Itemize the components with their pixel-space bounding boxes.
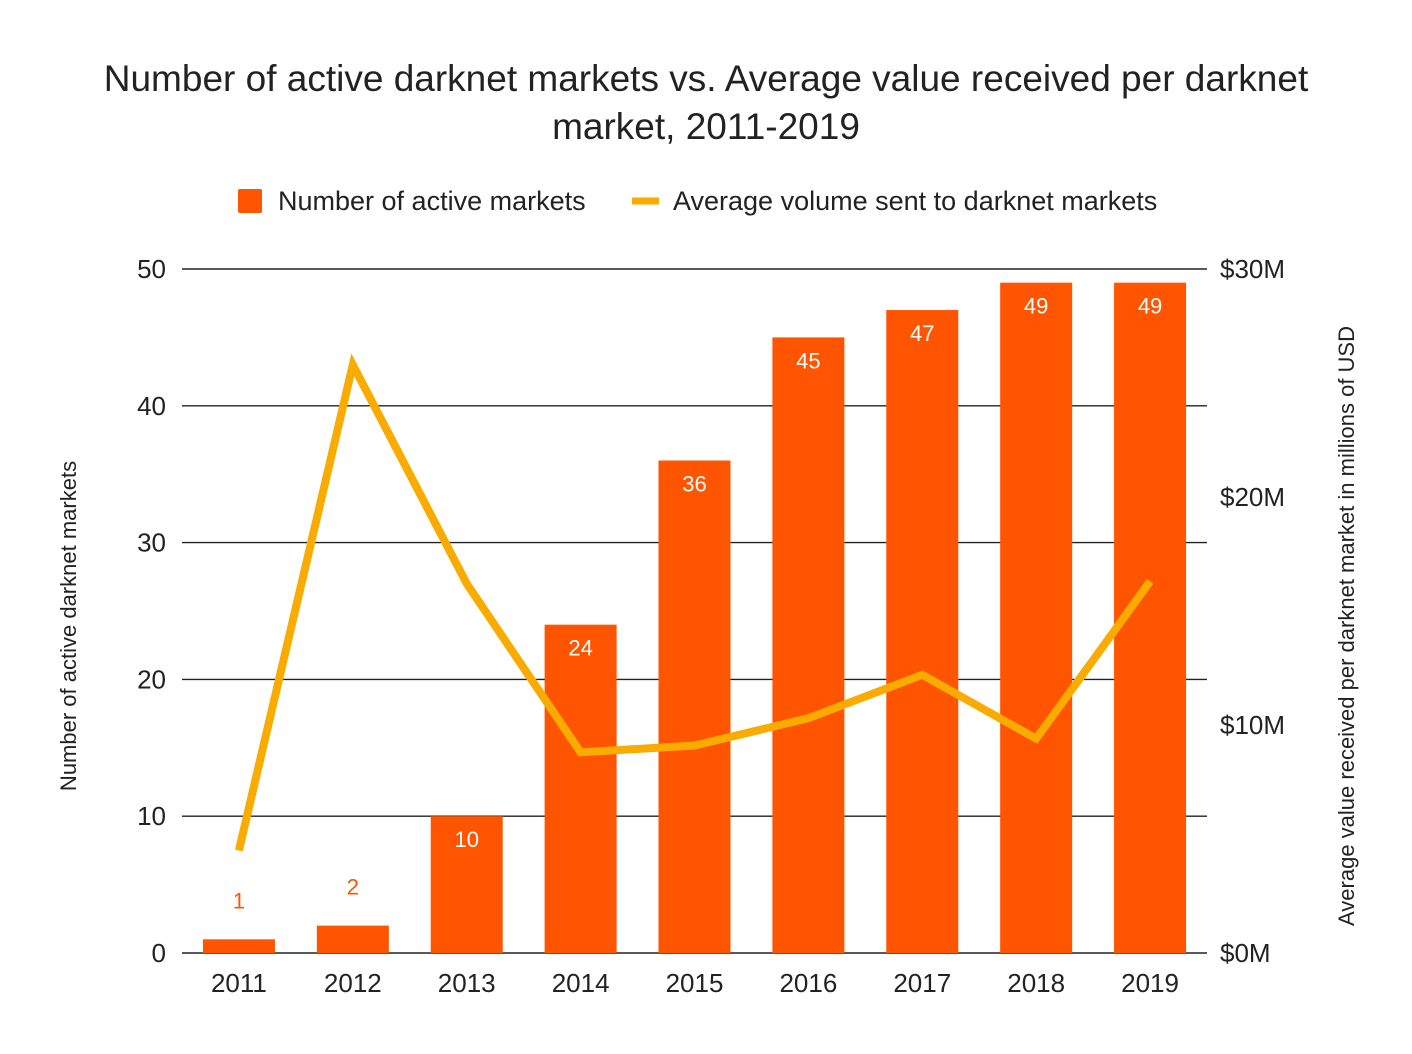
x-tick-label: 2018 — [1007, 968, 1065, 998]
bar-2011 — [202, 939, 275, 953]
bar-value-label: 1 — [233, 888, 245, 913]
y-left-tick-label: 30 — [137, 528, 166, 558]
bar-value-label: 2 — [347, 875, 359, 900]
axis-ticks: 0 10 20 30 40 50 $0M $10M $20M $30M 2011 2012 2013 20… — [137, 254, 1285, 998]
y-left-tick-label: 40 — [137, 391, 166, 421]
x-tick-label: 2015 — [666, 968, 724, 998]
bar-value-label: 36 — [682, 472, 706, 497]
y-left-tick-label: 20 — [137, 664, 166, 694]
bar-2018 — [1000, 282, 1073, 953]
x-tick-label: 2019 — [1121, 968, 1179, 998]
bar-value-label: 24 — [568, 636, 592, 661]
bar-value-label: 49 — [1138, 294, 1162, 319]
x-tick-label: 2011 — [211, 968, 267, 998]
legend-label-average-volume: Average volume sent to darknet markets — [673, 186, 1157, 216]
y-left-tick-label: 10 — [137, 801, 166, 831]
x-tick-label: 2013 — [438, 968, 496, 998]
bar-2012 — [316, 925, 389, 953]
bar-value-label: 47 — [910, 321, 934, 346]
line-point-2014 — [580, 751, 582, 753]
legend-label-active-markets: Number of active markets — [278, 186, 586, 216]
line-point-2017 — [921, 674, 923, 676]
data-labels: 1 2 10 24 36 45 47 49 49 — [233, 294, 1162, 914]
bar-2017 — [886, 310, 959, 953]
chart-title-line-2: market, 2011-2019 — [552, 106, 860, 147]
x-tick-label: 2017 — [893, 968, 951, 998]
chart-title-line-1: Number of active darknet markets vs. Ave… — [104, 58, 1309, 99]
x-tick-label: 2016 — [779, 968, 837, 998]
y-axis-right-title: Average value received per darknet marke… — [1334, 326, 1359, 926]
bar-value-label: 49 — [1024, 294, 1048, 319]
y-right-tick-label: $10M — [1220, 710, 1285, 740]
line-series — [235, 353, 1154, 852]
y-right-tick-label: $20M — [1220, 482, 1285, 512]
line-point-2013 — [466, 583, 468, 585]
line-point-2019 — [1149, 580, 1151, 582]
bar-2013 — [430, 816, 503, 953]
line-point-2011 — [238, 849, 240, 851]
y-axis-left-title: Number of active darknet markets — [56, 461, 81, 791]
legend-swatch-active-markets — [238, 189, 262, 213]
line-point-2012 — [352, 364, 354, 366]
y-left-tick-label: 0 — [152, 938, 166, 968]
bar-2014 — [544, 624, 617, 953]
x-tick-label: 2014 — [552, 968, 610, 998]
y-left-tick-label: 50 — [137, 254, 166, 284]
y-right-tick-label: $30M — [1220, 254, 1285, 284]
line-point-2016 — [807, 717, 809, 719]
legend: Number of active markets Average volume … — [238, 186, 1157, 216]
line-point-2015 — [694, 745, 695, 747]
x-tick-label: 2012 — [324, 968, 382, 998]
bar-value-label: 45 — [796, 348, 820, 373]
bar-value-label: 10 — [454, 827, 478, 852]
bar-2015 — [658, 460, 731, 953]
line-point-2018 — [1035, 738, 1037, 740]
bar-2016 — [772, 337, 845, 953]
y-right-tick-label: $0M — [1220, 938, 1271, 968]
